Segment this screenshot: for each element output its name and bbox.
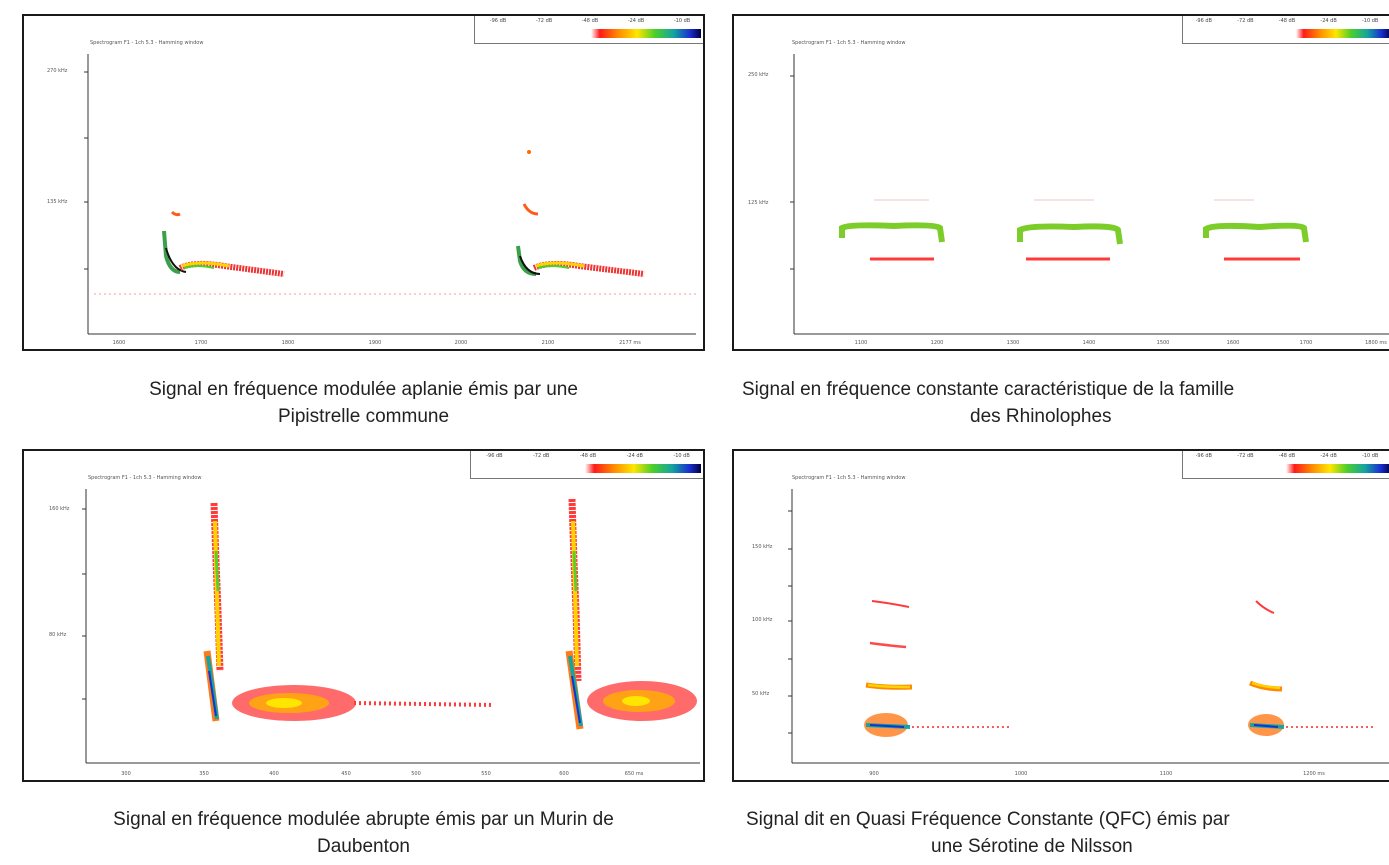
color-gradient-bar — [1296, 29, 1389, 38]
color-gradient-bar — [585, 464, 701, 473]
spectrogram-panel-pipistrelle: Spectrogram F1 - 1ch 5.3 - Hamming windo… — [22, 14, 705, 351]
legend-tick: -24 dB — [627, 18, 645, 24]
x-tick-label: 1200 ms — [1303, 771, 1325, 777]
legend-tick: -24 dB — [1320, 453, 1337, 459]
x-tick-label: 350 — [199, 771, 209, 777]
caption-line: Daubenton — [317, 836, 410, 857]
cf-call — [1203, 199, 1309, 261]
caption-serotine: Signal dit en Quasi Fréquence Constante … — [732, 806, 1389, 860]
x-tick-label: 1100 — [854, 340, 868, 346]
legend-tick: -24 dB — [626, 453, 643, 459]
x-tick-label: 1000 — [1014, 771, 1028, 777]
y-tick-label: 160 kHz — [49, 506, 70, 512]
spectrogram-plot — [790, 54, 1389, 335]
y-tick-label: 100 kHz — [752, 617, 773, 623]
cf-call — [839, 199, 945, 261]
legend-tick: -10 dB — [673, 18, 691, 24]
caption-line: Signal dit en Quasi Fréquence Constante … — [746, 809, 1230, 830]
legend-tick: -72 dB — [1237, 18, 1254, 24]
cf-call — [1017, 199, 1123, 261]
legend-tick: -10 dB — [1361, 453, 1379, 459]
x-tick-label: 600 — [559, 771, 569, 777]
caption-line: des Rhinolophes — [970, 406, 1112, 427]
legend-tick: -72 dB — [1237, 453, 1254, 459]
x-tick-label: 1600 — [1226, 340, 1240, 346]
x-tick-label: 1800 — [281, 340, 295, 346]
x-tick-label: 2100 — [541, 340, 555, 346]
spectrogram-plot — [84, 54, 696, 335]
y-tick-label: 50 kHz — [752, 691, 770, 697]
color-scale-legend: -96 dB -72 dB -48 dB -24 dB -10 dB — [470, 451, 703, 479]
plot-title: Spectrogram F1 - 1ch 5.3 - Hamming windo… — [88, 475, 202, 481]
legend-tick: -10 dB — [1361, 18, 1379, 24]
legend-tick: -48 dB — [1278, 453, 1296, 459]
x-tick-label: 400 — [269, 771, 279, 777]
legend-tick: -96 dB — [1195, 453, 1212, 459]
spectrogram-plot — [82, 489, 700, 764]
legend-tick: -96 dB — [489, 18, 507, 24]
x-tick-label: 1700 — [194, 340, 208, 346]
caption-rhinolophe: Signal en fréquence constante caractéris… — [732, 376, 1389, 430]
x-tick-label: 2177 ms — [619, 340, 641, 346]
legend-tick: -72 dB — [535, 18, 553, 24]
color-scale-legend: -96 dB -72 dB -48 dB -24 dB -10 dB — [1182, 16, 1389, 44]
x-tick-label: 550 — [481, 771, 491, 777]
caption-line: Signal en fréquence constante caractéris… — [742, 379, 1235, 400]
x-tick-label: 1500 — [1156, 340, 1170, 346]
plot-title: Spectrogram F1 - 1ch 5.3 - Hamming windo… — [90, 40, 204, 46]
plot-title: Spectrogram F1 - 1ch 5.3 - Hamming windo… — [792, 475, 906, 481]
x-tick-label: 1900 — [368, 340, 382, 346]
legend-tick: -10 dB — [673, 453, 690, 459]
spectrogram-panel-rhinolophe: Spectrogram F1 - 1ch 5.3 - Hamming windo… — [732, 14, 1389, 351]
legend-tick: -96 dB — [1195, 18, 1212, 24]
color-scale-legend: -96 dB -72 dB -48 dB -24 dB -10 dB — [474, 16, 703, 44]
legend-tick: -48 dB — [579, 453, 597, 459]
y-tick-label: 250 kHz — [748, 72, 769, 78]
x-tick-label: 300 — [121, 771, 131, 777]
y-tick-label: 150 kHz — [752, 544, 773, 550]
x-tick-label: 1700 — [1299, 340, 1313, 346]
y-tick-label: 135 kHz — [47, 199, 68, 205]
x-tick-label: 1600 — [112, 340, 126, 346]
spectrogram-plot — [788, 489, 1389, 764]
legend-tick: -48 dB — [1278, 18, 1296, 24]
y-tick-label: 125 kHz — [748, 200, 769, 206]
caption-line: Signal en fréquence modulée aplanie émis… — [149, 379, 578, 400]
legend-tick: -72 dB — [533, 453, 550, 459]
caption-line: une Sérotine de Nilsson — [931, 836, 1133, 857]
legend-tick: -24 dB — [1320, 18, 1337, 24]
x-tick-label: 1800 ms — [1365, 340, 1387, 346]
color-gradient-bar — [591, 29, 701, 38]
spectrogram-panel-murin: Spectrogram F1 - 1ch 5.3 - Hamming windo… — [22, 449, 705, 782]
caption-pipistrelle: Signal en fréquence modulée aplanie émis… — [22, 376, 705, 430]
plot-title: Spectrogram F1 - 1ch 5.3 - Hamming windo… — [792, 40, 906, 46]
x-tick-label: 900 — [869, 771, 879, 777]
x-tick-label: 500 — [411, 771, 421, 777]
caption-line: Pipistrelle commune — [277, 406, 450, 427]
x-tick-label: 450 — [341, 771, 351, 777]
x-tick-label: 650 ms — [624, 771, 644, 777]
y-tick-label: 80 kHz — [49, 632, 67, 638]
caption-murin: Signal en fréquence modulée abrupte émis… — [22, 806, 705, 860]
color-scale-legend: -96 dB -72 dB -48 dB -24 dB -10 dB — [1182, 451, 1389, 479]
caption-line: Signal en fréquence modulée abrupte émis… — [113, 809, 614, 830]
legend-tick: -96 dB — [486, 453, 503, 459]
x-tick-label: 1300 — [1006, 340, 1020, 346]
spectrogram-panel-serotine: Spectrogram F1 - 1ch 5.3 - Hamming windo… — [732, 449, 1389, 782]
x-tick-label: 1200 — [930, 340, 944, 346]
y-tick-label: 270 kHz — [47, 68, 68, 74]
x-tick-label: 2000 — [454, 340, 468, 346]
color-gradient-bar — [1286, 464, 1389, 473]
x-tick-label: 1400 — [1082, 340, 1096, 346]
x-tick-label: 1100 — [1159, 771, 1173, 777]
legend-tick: -48 dB — [581, 18, 599, 24]
